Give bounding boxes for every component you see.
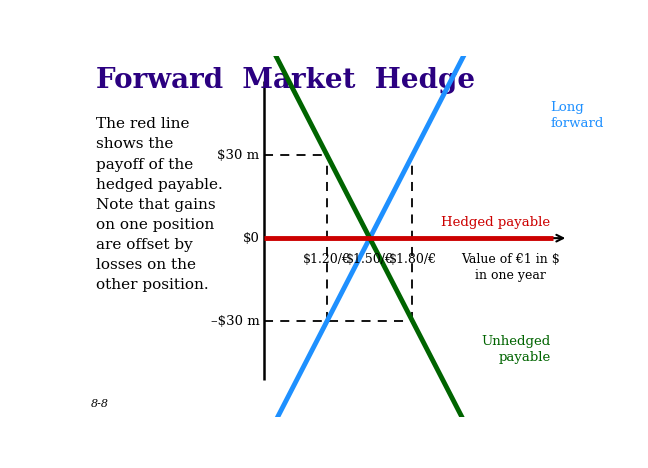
Text: Forward  Market  Hedge: Forward Market Hedge <box>96 67 475 94</box>
Text: $30 m: $30 m <box>217 149 259 162</box>
Text: $0: $0 <box>242 232 259 245</box>
Text: $1.80/€: $1.80/€ <box>388 253 437 265</box>
Text: Long
forward: Long forward <box>551 101 604 130</box>
Text: The red line
shows the
payoff of the
hedged payable.
Note that gains
on one posi: The red line shows the payoff of the hed… <box>96 117 223 292</box>
Text: Value of €1 in $
in one year: Value of €1 in $ in one year <box>461 253 560 282</box>
Text: 8-8: 8-8 <box>91 399 109 410</box>
Text: Hedged payable: Hedged payable <box>441 216 551 229</box>
Text: $1.20/€: $1.20/€ <box>303 253 351 265</box>
Text: –$30 m: –$30 m <box>211 314 259 328</box>
Text: Unhedged
payable: Unhedged payable <box>481 336 551 365</box>
Text: $1.50/€: $1.50/€ <box>346 253 394 265</box>
